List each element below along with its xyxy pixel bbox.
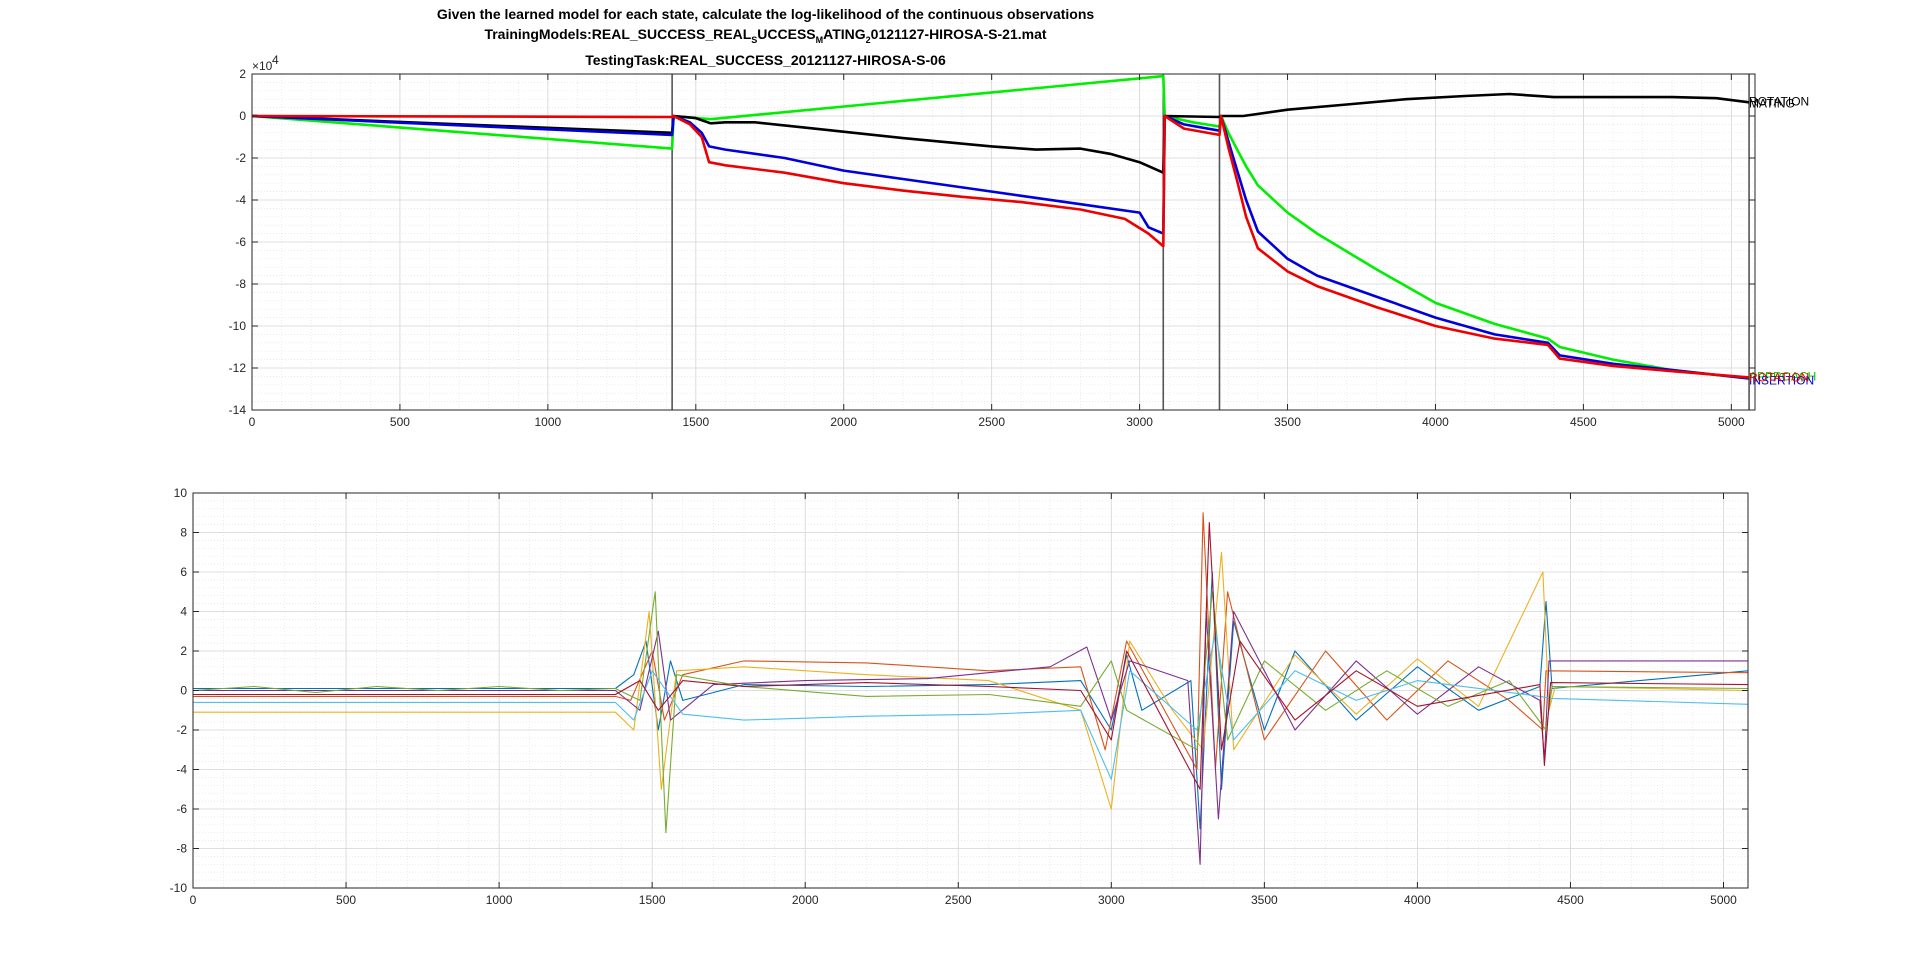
- y-tick-label: -4: [235, 193, 246, 207]
- y-tick-label: 2: [239, 67, 246, 81]
- series-line-5: [193, 591, 1748, 834]
- series-line-6: [193, 630, 1748, 780]
- x-tick-label: 5000: [1718, 415, 1745, 429]
- y-tick-label: -2: [235, 151, 246, 165]
- x-tick-label: 3500: [1251, 893, 1278, 907]
- x-tick-label: 4500: [1570, 415, 1597, 429]
- x-tick-label: 3000: [1098, 893, 1125, 907]
- x-tick-label: 4000: [1404, 893, 1431, 907]
- series-line-1: [252, 74, 1750, 380]
- series-line-7: [193, 522, 1748, 790]
- y-tick-label: 0: [180, 684, 187, 698]
- x-tick-label: 2500: [978, 415, 1005, 429]
- title-line-2-pre: TrainingModels:REAL_SUCCESS_REAL: [484, 26, 752, 42]
- title-line-2-mid: UCCESS: [757, 26, 816, 42]
- series-line-1: [193, 571, 1748, 830]
- title-line-1: Given the learned model for each state, …: [436, 6, 1095, 22]
- y-tick-label: -6: [235, 235, 246, 249]
- y-tick-label: 4: [180, 605, 187, 619]
- x-tick-label: 1500: [682, 415, 709, 429]
- title-sub-2: M: [815, 34, 824, 45]
- series-line-2: [193, 512, 1748, 771]
- x-tick-label: 500: [390, 415, 410, 429]
- y-tick-label: 2: [180, 644, 187, 658]
- y-tick-label: 0: [239, 109, 246, 123]
- x-tick-label: 5000: [1710, 893, 1737, 907]
- title-sub-1: S: [751, 34, 758, 45]
- series-line-3: [193, 551, 1748, 810]
- title-line-2: TrainingModels:REAL_SUCCESS_REALSUCCESSM…: [0, 26, 1531, 45]
- end-label-3: APPROACH: [1749, 369, 1816, 383]
- end-label-5: ROTATION: [1749, 370, 1809, 384]
- y-tick-label: -2: [176, 723, 187, 737]
- x-tick-label: 2500: [945, 893, 972, 907]
- x-tick-label: 4500: [1557, 893, 1584, 907]
- x-tick-label: 0: [249, 415, 256, 429]
- x-tick-label: 2000: [792, 893, 819, 907]
- y-tick-label: -12: [229, 361, 247, 375]
- series-line-4: [252, 114, 1750, 379]
- y-tick-label: -8: [235, 277, 246, 291]
- x-tick-label: 1500: [639, 893, 666, 907]
- y-multiplier-exponent: 4: [272, 53, 279, 67]
- axes-2: 0 500 1000 1500 2000 2500 3000 3500 4000 4500 5000…: [170, 486, 1749, 907]
- y-tick-label: 8: [180, 526, 187, 540]
- y-tick-label: -14: [229, 403, 247, 417]
- x-tick-label: 0: [190, 893, 197, 907]
- y-tick-label: -10: [170, 881, 188, 895]
- title-line-2-post: 0121127-HIROSA-S-21.mat: [870, 26, 1047, 42]
- axes-1: 0 500 1000 1500 2000 2500 3000 3500 4000 4500 5000…: [229, 53, 1817, 429]
- y-multiplier-label: ×10: [252, 59, 273, 73]
- end-label-2: ROTATION: [1749, 94, 1809, 108]
- x-tick-label: 2000: [830, 415, 857, 429]
- end-label-4: INSERTION: [1749, 374, 1814, 388]
- title-line-2-mid2: ATING: [823, 26, 866, 42]
- y-tick-label: -6: [176, 802, 187, 816]
- x-tick-label: 3000: [1126, 415, 1153, 429]
- series-line-4: [193, 610, 1748, 865]
- y-tick-label: 10: [174, 486, 188, 500]
- x-tick-label: 1000: [535, 415, 562, 429]
- y-tick-label: -10: [229, 319, 247, 333]
- y-tick-label: -4: [176, 763, 187, 777]
- x-tick-label: 3500: [1274, 415, 1301, 429]
- title-line-3: TestingTask:REAL_SUCCESS_20121127-HIROSA…: [585, 52, 946, 68]
- x-tick-label: 4000: [1422, 415, 1449, 429]
- x-tick-label: 500: [336, 893, 356, 907]
- end-label-1: MATING: [1749, 96, 1795, 110]
- y-tick-label: -8: [176, 842, 187, 856]
- series-line-3: [252, 114, 1750, 380]
- title-sub-3: 2: [865, 34, 871, 45]
- x-tick-label: 1000: [486, 893, 513, 907]
- y-tick-label: 6: [180, 565, 187, 579]
